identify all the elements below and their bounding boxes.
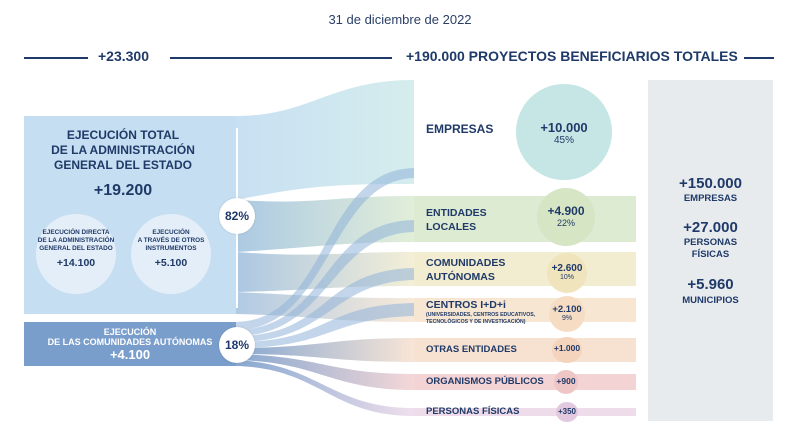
report-date: 31 de diciembre de 2022 xyxy=(328,12,472,27)
bubble-percent: 9% xyxy=(561,315,573,322)
instruments-execution-label: EJECUCIÓN xyxy=(152,229,190,236)
flow-ccaa-comunidades xyxy=(236,268,414,342)
flow-ccaa-centros xyxy=(236,303,414,348)
bubble-organismos-publicos: +900 xyxy=(554,370,578,394)
flow-otras-entidades xyxy=(236,338,414,362)
ccaa-value: +4.100 xyxy=(109,347,151,362)
bubble-value: +350 xyxy=(557,407,577,416)
flow-ccaa-empresas xyxy=(236,168,414,330)
beneficiary-label: FÍSICAS xyxy=(691,249,730,260)
bubble-value: +2.100 xyxy=(552,304,582,315)
flow-ccaa-locales xyxy=(236,220,414,336)
bubble-centros: +2.100 9% xyxy=(549,296,585,332)
instruments-execution-label: INSTRUMENTOS xyxy=(145,245,197,252)
age-title: EJECUCIÓN TOTAL DE LA ADMINISTRACIÓN GEN… xyxy=(24,128,222,173)
category-sublabel-centros: (UNIVERSIDADES, CENTROS EDUCATIVOS, TECN… xyxy=(426,312,535,325)
band-personas-fisicas xyxy=(414,408,636,416)
age-value: +19.200 xyxy=(93,182,153,199)
bubble-otras-entidades: +1.000 xyxy=(552,337,582,363)
ccaa-title-line: EJECUCIÓN xyxy=(103,327,157,337)
bubble-personas-fisicas: +350 xyxy=(556,402,578,422)
band-comunidades-autonomas xyxy=(414,252,636,286)
category-label-line: ENTIDADES xyxy=(426,207,487,219)
band-centros xyxy=(414,298,636,322)
ccaa-title: EJECUCIÓN DE LAS COMUNIDADES AUTÓNOMAS xyxy=(24,327,236,347)
ccaa-percent-badge: 18% xyxy=(219,327,255,363)
bubble-percent: 22% xyxy=(556,218,575,228)
bubble-value: +2.600 xyxy=(551,263,583,274)
bubble-value: +900 xyxy=(556,376,576,386)
header-rule-right xyxy=(744,57,774,59)
category-label-organismos-publicos: ORGANISMOS PÚBLICOS xyxy=(426,376,544,387)
category-sublabel-line: (UNIVERSIDADES, CENTROS EDUCATIVOS, xyxy=(426,312,536,318)
bubble-empresas: +10.000 45% xyxy=(516,84,612,180)
instruments-execution-label: A TRAVÉS DE OTROS xyxy=(137,237,205,244)
beneficiaries-panel xyxy=(648,80,773,421)
age-title-line: EJECUCIÓN TOTAL xyxy=(66,128,180,142)
category-label-centros: CENTROS I+D+i xyxy=(426,299,506,311)
ccaa-block xyxy=(24,322,236,366)
category-sublabel-line: TECNOLÓGICOS Y DE INVESTIGACIÓN) xyxy=(426,318,526,325)
right-total: +190.000 PROYECTOS BENEFICIARIOS TOTALES xyxy=(406,48,738,64)
header-rule-left xyxy=(24,57,88,59)
bubble-percent: 45% xyxy=(553,135,574,146)
band-entidades-locales xyxy=(414,196,636,242)
category-label-comunidades: COMUNIDADES AUTÓNOMAS xyxy=(426,256,505,284)
bubble-percent: 10% xyxy=(559,274,574,281)
beneficiary-value: +27.000 xyxy=(683,219,738,236)
category-label-empresas: EMPRESAS xyxy=(426,122,494,136)
ccaa-title-line: DE LAS COMUNIDADES AUTÓNOMAS xyxy=(47,337,213,347)
category-label-personas-fisicas: PERSONAS FÍSICAS xyxy=(426,406,520,417)
left-total: +23.300 xyxy=(98,48,149,64)
beneficiary-label: PERSONAS xyxy=(683,237,738,248)
category-label-entidades-locales: ENTIDADES LOCALES xyxy=(426,206,487,234)
age-title-line: DE LA ADMINISTRACIÓN xyxy=(51,143,195,157)
age-title-line: GENERAL DEL ESTADO xyxy=(53,158,193,172)
direct-execution-label: GENERAL DEL ESTADO xyxy=(39,245,113,252)
direct-execution-circle: EJECUCIÓN DIRECTA DE LA ADMINISTRACIÓN G… xyxy=(36,214,116,294)
bubble-entidades-locales: +4.900 22% xyxy=(537,188,595,246)
category-label-line: COMUNIDADES xyxy=(426,257,506,269)
category-label-line: AUTÓNOMAS xyxy=(426,271,495,283)
bubble-value: +1.000 xyxy=(553,343,581,353)
band-otras-entidades xyxy=(414,338,636,362)
direct-execution-label: DE LA ADMINISTRACIÓN xyxy=(37,237,115,244)
bubble-value: +4.900 xyxy=(547,204,585,218)
age-percent-badge: 82% xyxy=(219,198,255,234)
category-label-line: LOCALES xyxy=(426,221,477,233)
flow-organismos-publicos xyxy=(236,354,414,390)
header-rule-middle xyxy=(170,57,392,59)
direct-execution-label: EJECUCIÓN DIRECTA xyxy=(42,229,110,236)
instruments-execution-value: +5.100 xyxy=(154,257,188,269)
band-organismos-publicos xyxy=(414,374,636,390)
bubble-comunidades: +2.600 10% xyxy=(547,253,587,293)
beneficiary-value: +150.000 xyxy=(679,175,742,192)
bubble-value: +10.000 xyxy=(540,120,588,135)
direct-execution-value: +14.100 xyxy=(56,257,96,269)
beneficiary-value: +5.960 xyxy=(687,276,734,293)
category-label-otras-entidades: OTRAS ENTIDADES xyxy=(426,344,517,355)
flow-empresas xyxy=(236,80,414,200)
instruments-execution-circle: EJECUCIÓN A TRAVÉS DE OTROS INSTRUMENTOS… xyxy=(131,214,211,294)
flow-personas-fisicas xyxy=(236,360,414,416)
beneficiary-label: MUNICIPIOS xyxy=(682,295,739,306)
beneficiary-label: EMPRESAS xyxy=(683,193,738,204)
